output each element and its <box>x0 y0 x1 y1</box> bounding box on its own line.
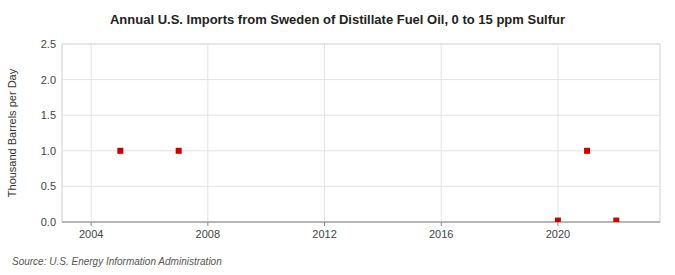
x-tick <box>557 222 558 226</box>
x-tick <box>207 222 208 226</box>
point <box>613 218 619 222</box>
x-tick <box>324 222 325 226</box>
y-tick-label: 2.5 <box>41 38 56 50</box>
y-grid-line <box>62 79 660 80</box>
x-grid-line <box>91 44 92 222</box>
y-grid-line <box>62 115 660 116</box>
x-tick <box>91 222 92 226</box>
points <box>117 148 619 222</box>
grid <box>62 44 660 222</box>
x-grid-line <box>441 44 442 222</box>
chart: 0.0 0.5 1.0 1.5 2.0 2.5 2004 2008 2012 2016 2020 Th… <box>0 0 675 275</box>
chart-container: 0.0 0.5 1.0 1.5 2.0 2.5 2004 2008 2012 2016 2020 Th… <box>0 0 675 275</box>
y-grid-line <box>62 150 660 151</box>
y-axis-label: Thousand Barrels per Day <box>6 68 18 197</box>
y-tick-label: 1.5 <box>41 109 56 121</box>
x-tick <box>441 222 442 226</box>
x-tick-label: 2008 <box>196 228 220 240</box>
source-annotation: Source: U.S. Energy Information Administ… <box>12 256 222 267</box>
point <box>117 148 123 154</box>
x-grid-line <box>324 44 325 222</box>
y-grid-line <box>62 186 660 187</box>
y-grid-line <box>62 44 660 45</box>
point <box>584 148 590 154</box>
x-axis-line <box>62 222 660 223</box>
y-grid-line <box>62 222 660 223</box>
y-tick-label: 0.5 <box>41 180 56 192</box>
x-grid-line <box>557 44 558 222</box>
plot-area <box>62 44 660 222</box>
point <box>555 218 561 222</box>
title: Annual U.S. Imports from Sweden of Disti… <box>110 12 565 27</box>
x-tick-label: 2012 <box>312 228 336 240</box>
x-tick-label: 2004 <box>79 228 103 240</box>
y-tick-label: 0.0 <box>41 216 56 228</box>
x-tick-label: 2016 <box>429 228 453 240</box>
axes: 0.0 0.5 1.0 1.5 2.0 2.5 2004 2008 2012 2016 2020 <box>41 38 660 240</box>
y-tick-label: 1.0 <box>41 145 56 157</box>
y-tick-label: 2.0 <box>41 74 56 86</box>
point <box>176 148 182 154</box>
x-grid-line <box>207 44 208 222</box>
x-tick-label: 2020 <box>546 228 570 240</box>
